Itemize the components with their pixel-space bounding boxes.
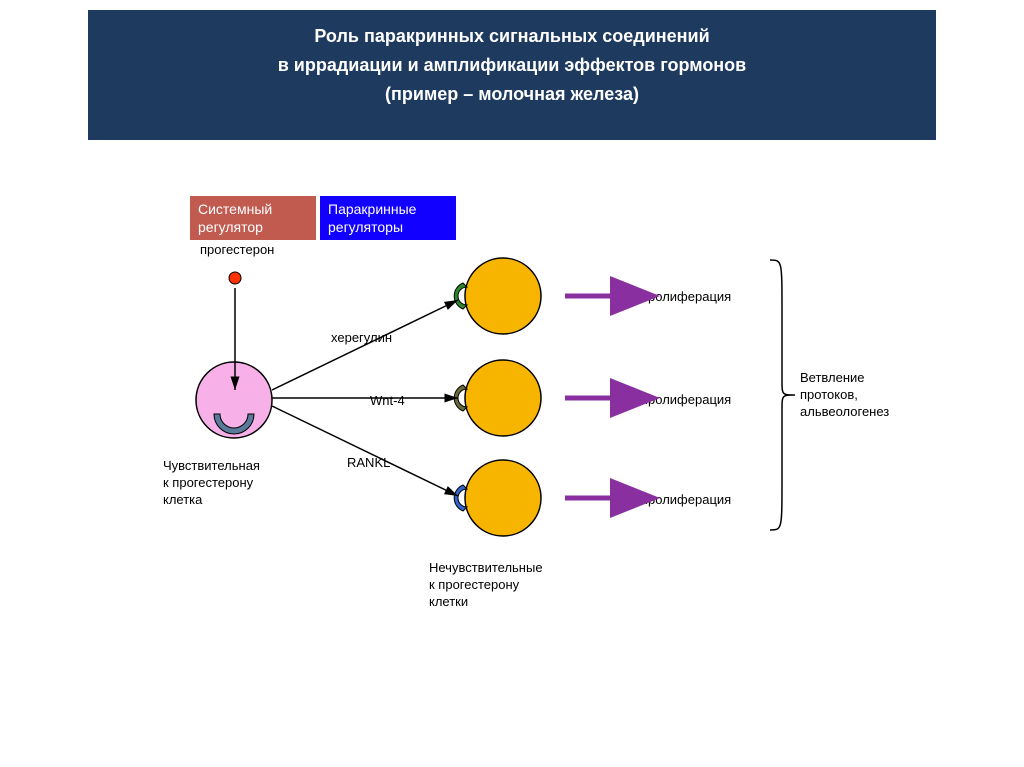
diagram-svg [0,0,1024,767]
progesterone-dot-icon [229,272,241,284]
arrow-heregulin [272,300,458,390]
pink-cell-icon [196,362,272,438]
yellow-cell-1 [454,258,541,334]
yellow-cell-2 [454,360,541,436]
brace-icon [770,260,795,530]
yellow-cell-3 [454,460,541,536]
arrow-rankl [272,406,458,496]
